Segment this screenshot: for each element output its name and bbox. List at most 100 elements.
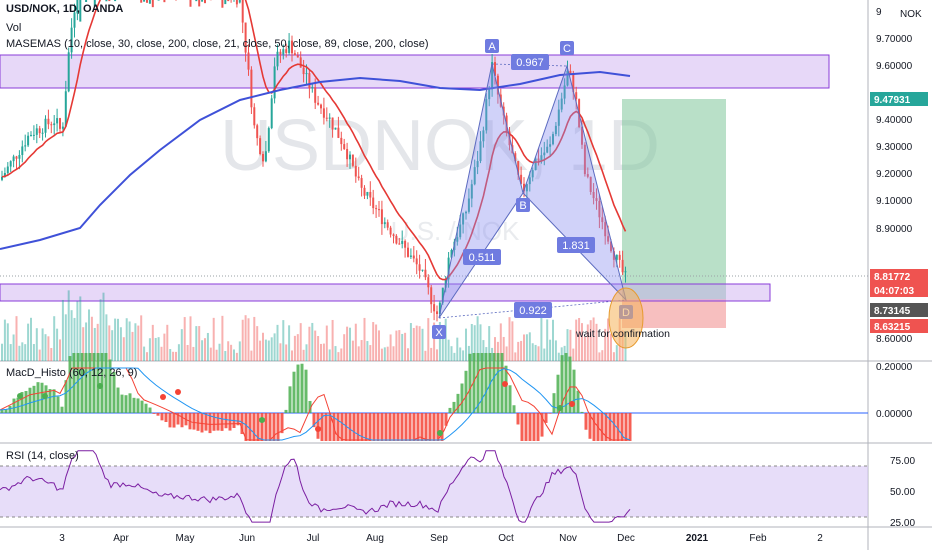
pattern-xab-triangle[interactable] — [438, 63, 524, 319]
annotation-text[interactable]: wait for confirmation — [575, 328, 670, 340]
macd-bar — [272, 413, 276, 441]
candle-body — [554, 125, 557, 135]
pattern-point-b[interactable]: B — [516, 198, 530, 212]
support-zone[interactable] — [0, 283, 771, 302]
ratio-label-xb[interactable]: 0.511 — [463, 249, 501, 265]
volume-bar — [96, 323, 99, 361]
rsi-indicator-label[interactable]: RSI (14, close) — [6, 450, 79, 462]
macd-bar — [76, 353, 80, 413]
volume-bar — [285, 344, 288, 361]
macd-bar — [448, 407, 452, 413]
price-tag: 8.63215 — [870, 319, 928, 333]
volume-bar — [224, 351, 227, 361]
macd-bar — [356, 413, 360, 441]
candle-body — [299, 57, 302, 68]
macd-bar — [552, 393, 556, 413]
candle-body — [462, 213, 465, 225]
volume-bar — [375, 324, 378, 361]
macd-bar — [204, 413, 208, 431]
resistance-zone[interactable] — [0, 54, 830, 89]
volume-bar — [244, 315, 247, 361]
volume-bar — [378, 330, 380, 361]
volume-bar — [267, 340, 270, 361]
volume-bar — [90, 316, 93, 361]
candle-body — [601, 217, 604, 223]
volume-bar — [604, 328, 607, 361]
volume-bar — [102, 292, 105, 361]
volume-bar — [386, 346, 389, 361]
volume-bar — [276, 324, 279, 361]
candle-body — [473, 167, 476, 185]
long-target-zone[interactable] — [622, 99, 726, 299]
ratio-label-bd[interactable]: 1.831 — [557, 237, 595, 253]
ema-red-line[interactable] — [1, 0, 627, 281]
pattern-point-x[interactable]: X — [432, 325, 446, 339]
candle-body — [618, 254, 621, 260]
volume-bar — [583, 336, 586, 361]
candle-body — [366, 191, 369, 196]
macd-bar — [40, 382, 44, 413]
candle-body — [433, 304, 436, 312]
masemas-indicator-label[interactable]: MASEMAS (10, close, 30, close, 200, clos… — [6, 38, 429, 50]
candle-body — [47, 118, 50, 125]
candle-body — [586, 174, 589, 177]
vol-indicator-label[interactable]: Vol — [6, 22, 22, 34]
ma-200-line[interactable] — [0, 70, 631, 250]
volume-bar — [50, 347, 53, 361]
volume-bar — [357, 346, 360, 361]
volume-bar — [189, 316, 192, 361]
macd-bar — [352, 413, 356, 441]
candle-body — [386, 222, 389, 228]
pattern-point-c[interactable]: C — [560, 41, 574, 55]
volume-bar — [41, 328, 44, 361]
candle-body — [436, 311, 438, 314]
cross-dot — [502, 381, 508, 387]
volume-bar — [56, 328, 59, 361]
macd-bar — [200, 413, 204, 433]
macd-bar — [140, 400, 144, 413]
macd-bar — [544, 413, 548, 423]
candle-body — [575, 92, 578, 100]
macd-bar — [300, 363, 304, 413]
rsi-band — [0, 466, 868, 517]
ratio-label-ac[interactable]: 0.967 — [511, 54, 549, 70]
volume-bar — [552, 319, 554, 361]
cross-dot — [437, 430, 443, 436]
macd-bar — [12, 398, 16, 413]
volume-bar — [328, 349, 331, 361]
cross-dot — [569, 401, 575, 407]
candle-body — [311, 87, 314, 89]
candle-body — [540, 155, 543, 161]
macd-bar — [320, 413, 324, 441]
macd-bar — [252, 413, 256, 441]
macd-bar — [36, 382, 40, 413]
macd-bar — [344, 413, 348, 441]
macd-bar — [604, 413, 608, 441]
volume-bar — [157, 337, 160, 361]
macd-indicator-label[interactable]: MacD_Histo (60, 12, 26, 9) — [6, 367, 138, 379]
volume-bar — [395, 330, 398, 361]
candle-body — [357, 176, 360, 179]
volume-bar — [418, 326, 421, 361]
volume-bar — [1, 343, 3, 361]
volume-bar — [392, 346, 395, 361]
confirmation-highlight[interactable] — [608, 287, 644, 349]
time-axis[interactable]: 3 Apr May Jun Jul Aug Sep Oct Nov Dec 2021 Feb 2 — [59, 533, 823, 544]
ratio-label-xd[interactable]: 0.922 — [514, 302, 552, 318]
volume-bar — [73, 317, 76, 361]
candlesticks[interactable] — [1, 0, 627, 322]
volume-bar — [88, 309, 90, 361]
cross-dot — [42, 393, 48, 399]
volume-bar — [491, 347, 494, 361]
pattern-point-a[interactable]: A — [485, 39, 499, 53]
volume-bar — [64, 314, 67, 361]
candle-body — [572, 73, 575, 93]
volume-bar — [30, 317, 32, 361]
symbol-title[interactable]: USD/NOK, 1D, OANDA — [6, 3, 124, 15]
candle-body — [334, 127, 337, 130]
macd-bar — [264, 413, 268, 441]
candle-body — [320, 104, 322, 109]
macd-bar — [360, 413, 364, 441]
